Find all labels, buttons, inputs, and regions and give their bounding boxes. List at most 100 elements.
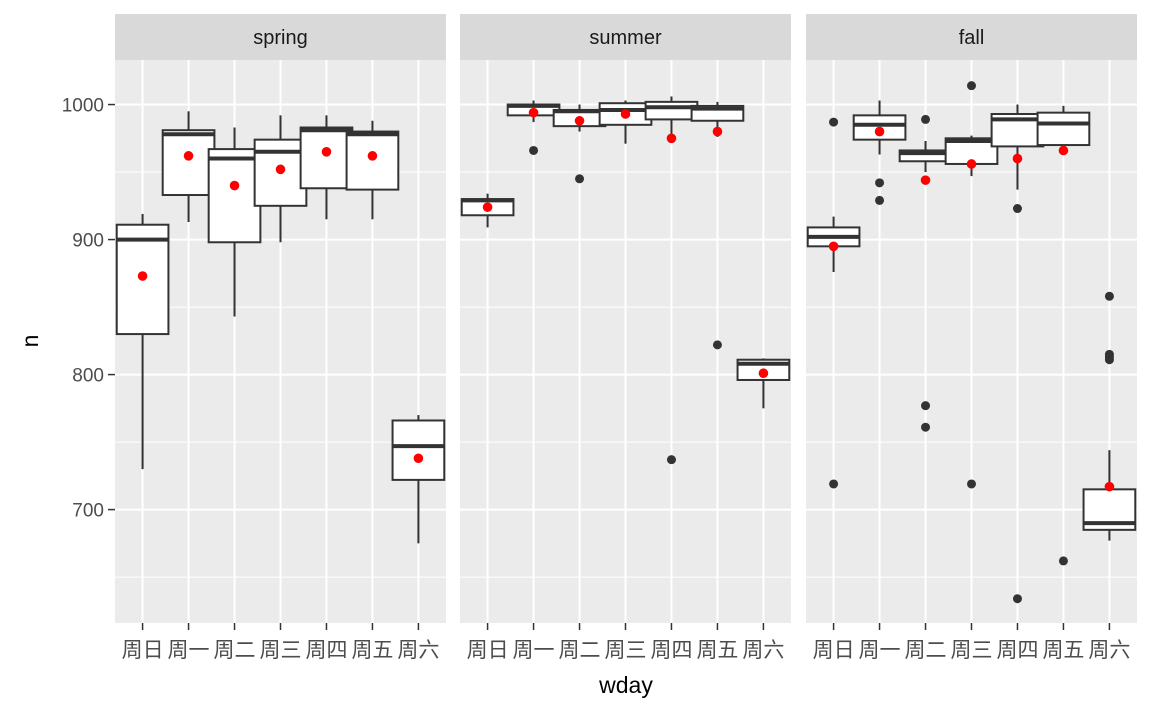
- x-tick-label: 周五: [351, 638, 393, 662]
- facet-strip: [460, 14, 791, 60]
- y-tick-label: 800: [72, 366, 104, 387]
- box-iqr: [391, 419, 446, 481]
- boxplot-fall-5: [1036, 105, 1091, 566]
- outlier-point: [875, 195, 885, 205]
- boxplot-spring-2: [207, 127, 262, 317]
- boxplot-fall-0: [806, 117, 861, 489]
- outlier-point: [921, 114, 931, 124]
- box-iqr: [161, 129, 216, 197]
- outlier-point: [1058, 556, 1068, 566]
- outlier-point: [666, 455, 676, 465]
- x-tick-label: 周四: [996, 638, 1038, 662]
- x-tick-label: 周三: [605, 638, 647, 662]
- x-axis-title: wday: [598, 672, 653, 698]
- mean-point: [874, 126, 885, 137]
- outlier-point: [967, 479, 976, 489]
- x-tick-label: 周六: [742, 638, 784, 662]
- mean-point: [413, 453, 424, 464]
- outlier-point: [529, 145, 539, 155]
- boxplot-summer-0: [460, 193, 515, 228]
- mean-point: [1058, 145, 1069, 156]
- outlier-point: [1104, 355, 1114, 365]
- facet-panel-summer: summer 周日 周一 周二 周三 周四 周五 周六: [460, 14, 791, 662]
- outlier-point: [1104, 291, 1114, 301]
- outlier-point: [829, 479, 839, 489]
- outlier-point: [1012, 594, 1022, 604]
- mean-point: [966, 159, 977, 169]
- boxplot-fall-6: [1082, 291, 1137, 541]
- box-iqr: [1036, 111, 1091, 147]
- x-tick-label: 周三: [260, 638, 302, 662]
- facet-strip: [806, 14, 1137, 60]
- outlier-point: [921, 422, 931, 432]
- x-tick-label: 周一: [513, 638, 555, 662]
- x-tick-label: 周二: [905, 638, 947, 662]
- x-tick-label: 周五: [696, 638, 738, 662]
- mean-point: [666, 133, 677, 144]
- x-tick-label: 周六: [397, 638, 439, 662]
- x-tick-label: 周日: [813, 638, 855, 662]
- mean-point: [482, 202, 493, 212]
- facet-strip-label: spring: [253, 27, 307, 49]
- boxplot-spring-6: [391, 415, 446, 544]
- x-tick-label: 周一: [859, 638, 901, 662]
- mean-point: [758, 368, 769, 379]
- y-tick-label: 1000: [62, 96, 104, 117]
- mean-point: [183, 151, 194, 161]
- mean-point: [229, 180, 240, 191]
- mean-point: [712, 126, 723, 137]
- boxplot-fall-1: [852, 100, 907, 205]
- x-tick-label: 周四: [305, 638, 347, 662]
- boxplot-fall-4: [990, 104, 1045, 604]
- x-tick-label: 周日: [467, 638, 509, 662]
- x-tick-label: 周二: [214, 638, 256, 662]
- boxplot-spring-0: [115, 213, 170, 470]
- x-tick-label: 周五: [1042, 638, 1084, 662]
- mean-point: [828, 241, 839, 252]
- y-tick-label: 700: [72, 501, 104, 522]
- boxplot-summer-2: [552, 104, 607, 184]
- boxplot-spring-1: [161, 111, 216, 223]
- boxplot-spring-4: [299, 115, 354, 220]
- mean-point: [137, 271, 148, 281]
- x-tick-label: 周二: [559, 638, 601, 662]
- boxplot-summer-1: [506, 100, 561, 155]
- x-tick-label: 周日: [122, 638, 164, 662]
- outlier-point: [1012, 204, 1022, 214]
- facet-panel-fall: fall 周日 周一 周二 周三 周四 周五 周六: [806, 14, 1137, 662]
- mean-point: [528, 107, 539, 118]
- outlier-point: [921, 401, 931, 411]
- boxplot-fall-2: [898, 114, 953, 432]
- box-iqr: [207, 148, 262, 244]
- mean-point: [920, 175, 931, 185]
- boxplot-summer-3: [598, 100, 653, 144]
- mean-point: [321, 147, 332, 157]
- x-tick-label: 周一: [168, 638, 210, 662]
- boxplot-spring-3: [253, 115, 308, 243]
- outlier-point: [575, 174, 585, 184]
- mean-point: [1012, 153, 1023, 164]
- facet-panel-spring: spring 周日 周一 周二 周三 周四 周五 周六: [115, 14, 446, 662]
- outlier-point: [967, 81, 976, 91]
- y-tick-label: 900: [72, 231, 104, 252]
- x-tick-label: 周四: [650, 638, 692, 662]
- outlier-point: [875, 178, 885, 188]
- boxplot-summer-6: [736, 358, 791, 409]
- mean-point: [574, 115, 585, 126]
- mean-point: [367, 151, 378, 161]
- facet-strip: [115, 14, 446, 60]
- boxplot-fall-3: [944, 81, 999, 489]
- outlier-point: [829, 117, 839, 127]
- y-axis-title: n: [17, 335, 43, 348]
- boxplot-spring-5: [345, 120, 400, 220]
- mean-point: [275, 164, 286, 175]
- mean-point: [1104, 481, 1115, 492]
- x-tick-label: 周六: [1088, 638, 1130, 662]
- facet-strip-label: summer: [589, 27, 662, 49]
- boxplot-summer-5: [690, 101, 745, 350]
- box-iqr: [644, 100, 699, 121]
- box-iqr: [299, 126, 354, 190]
- outlier-point: [712, 340, 722, 350]
